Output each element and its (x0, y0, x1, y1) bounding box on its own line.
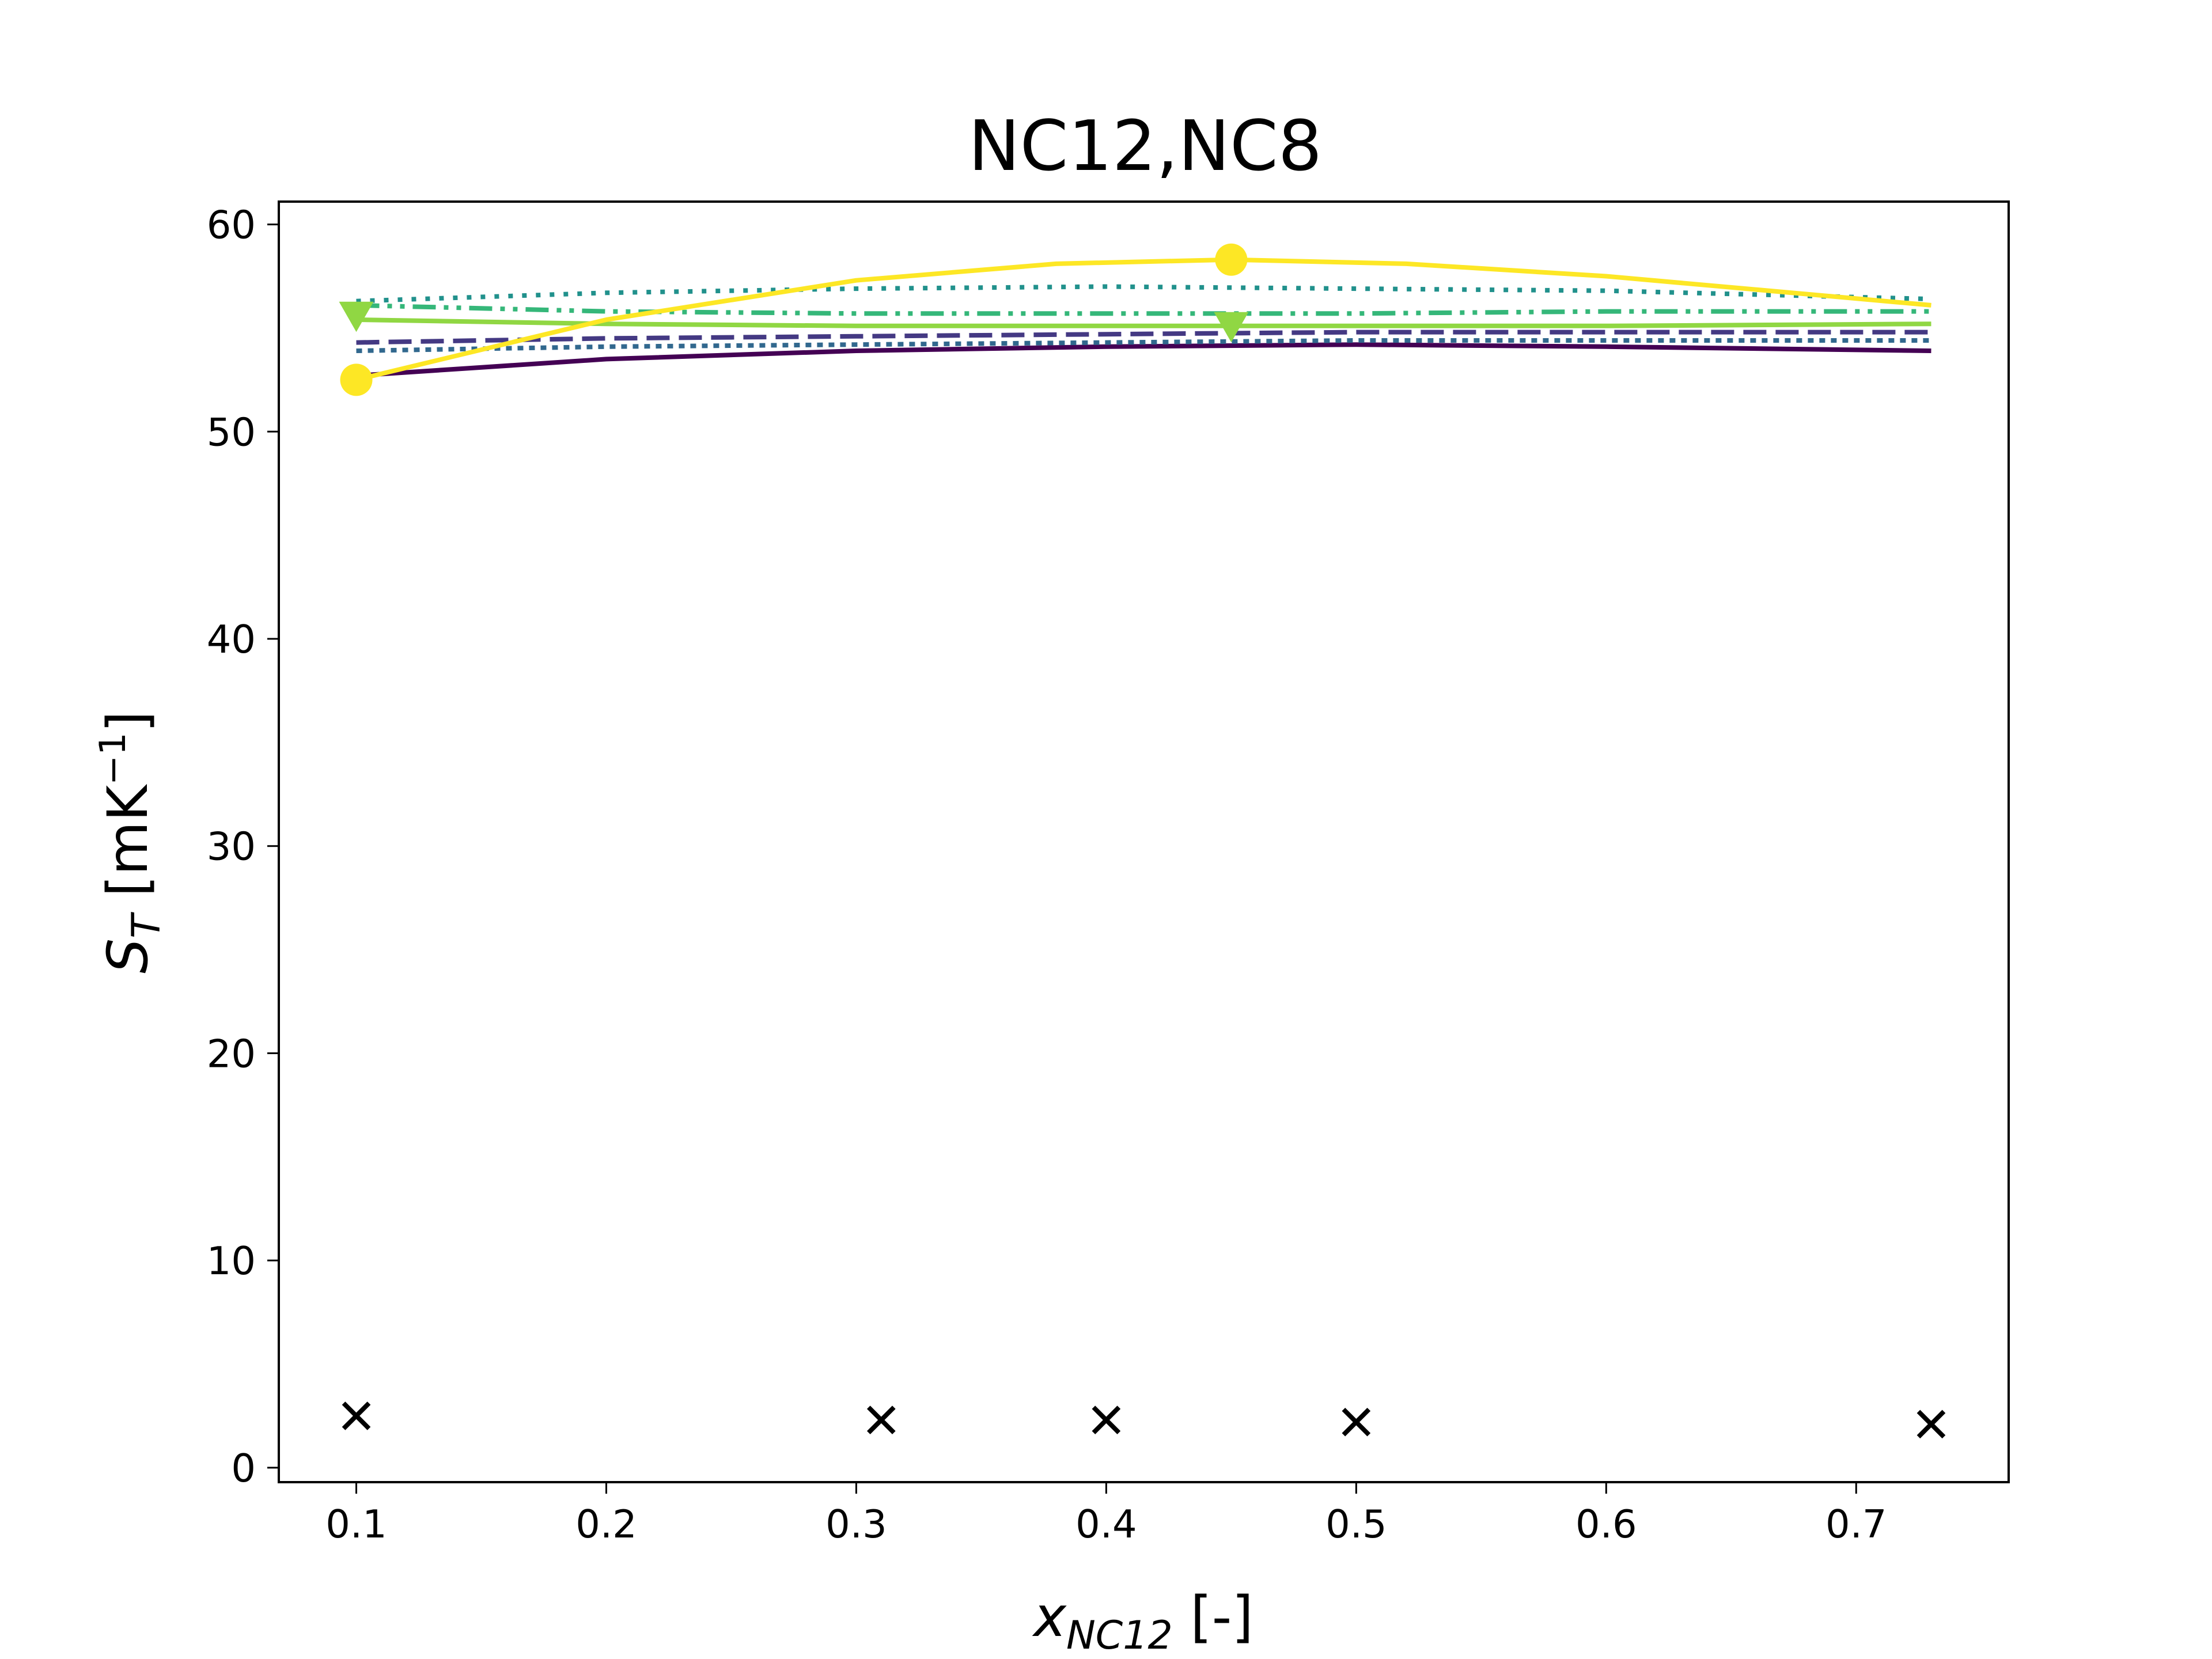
y-axis-label: ST [mK−1] (92, 711, 169, 974)
x-tick-label: 0.7 (1825, 1502, 1887, 1547)
y-axis-label-unit-post: ] (96, 711, 160, 732)
y-tick-label: 20 (207, 1031, 256, 1076)
data-point-circle (1215, 243, 1248, 276)
data-point-x (1342, 1407, 1371, 1437)
x-tick-label: 0.5 (1325, 1502, 1387, 1547)
x-axis-label: xNC12 [-] (1032, 1585, 1253, 1658)
x-axis-ticks: 0.1 0.2 0.3 0.4 0.5 0.6 0.7 (325, 1482, 1887, 1547)
series-line-5 (356, 302, 1931, 316)
y-tick-label: 50 (207, 410, 256, 454)
x-axis-label-unit: [-] (1173, 1585, 1253, 1649)
data-point-x (1092, 1406, 1121, 1434)
y-tick-label: 40 (207, 617, 256, 662)
y-tick-label: 10 (207, 1238, 256, 1283)
data-point-x (1916, 1410, 1946, 1439)
series-line-4 (356, 284, 1931, 304)
series-line-2 (356, 329, 1931, 345)
x-axis-label-main: x (1032, 1585, 1067, 1649)
y-axis-label-sub: T (124, 912, 169, 938)
x-tick-label: 0.4 (1075, 1502, 1137, 1547)
plot-area (339, 243, 1946, 1439)
y-tick-label: 60 (207, 203, 256, 248)
series-line-6 (356, 317, 1931, 328)
data-point-circle (340, 363, 373, 396)
data-point-x (342, 1402, 371, 1430)
axes-frame (278, 200, 2010, 1483)
data-point-triangle (339, 301, 374, 332)
x-tick-label: 0.2 (575, 1502, 637, 1547)
series-line-3 (356, 338, 1931, 353)
x-tick-label: 0.3 (825, 1502, 887, 1547)
x-tick-label: 0.6 (1575, 1502, 1637, 1547)
y-axis-label-unit-pre: [mK (96, 784, 160, 914)
series-line-1 (356, 342, 1931, 378)
series-layer (355, 257, 1931, 382)
data-point-triangle (1214, 312, 1249, 343)
marker-layer (339, 243, 1946, 1439)
y-axis-ticks: 0 10 20 30 40 50 60 (207, 203, 279, 1491)
x-axis-label-sub: NC12 (1066, 1613, 1173, 1658)
data-point-x (867, 1406, 896, 1434)
y-axis-label-unit-sup: −1 (92, 733, 134, 785)
y-tick-label: 30 (207, 824, 256, 869)
chart-title: NC12,NC8 (968, 107, 1322, 187)
y-axis-label-main: S (96, 938, 160, 974)
x-tick-label: 0.1 (325, 1502, 387, 1547)
y-tick-label: 0 (231, 1446, 256, 1491)
series-line-7 (355, 257, 1931, 382)
